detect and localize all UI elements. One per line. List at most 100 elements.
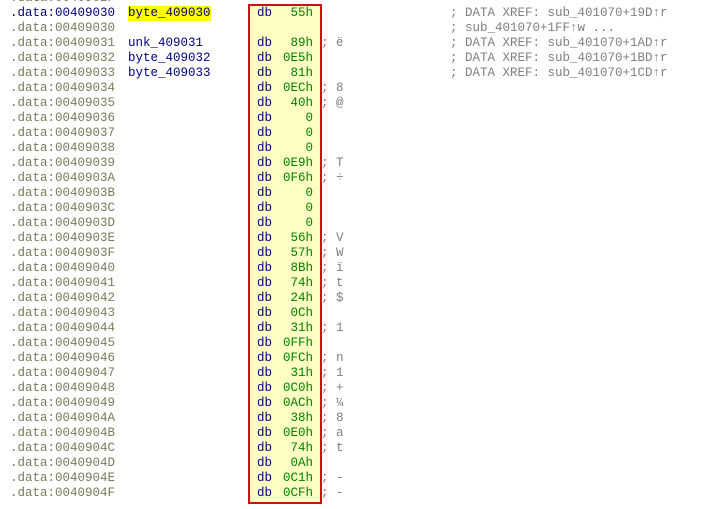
xref-comment: ; sub_401070+1FF↑w ... — [450, 21, 616, 35]
operand: 0 — [305, 201, 313, 215]
operand: 0C0h — [282, 381, 313, 395]
address: .data:00409038 — [10, 141, 116, 155]
comment: ; 1 — [321, 321, 344, 335]
address: .data:00409032 — [10, 51, 116, 65]
mnemonic: db — [257, 216, 273, 230]
label: byte_409032 — [128, 51, 211, 65]
xref-comment: ; DATA XREF: sub_401070+1CD↑r — [450, 66, 668, 80]
operand: 0E0h — [282, 426, 313, 440]
address: .data:0040903E — [10, 231, 116, 245]
address: .data:00409037 — [10, 126, 116, 140]
comment: ; T — [321, 156, 344, 170]
operand: 0F6h — [282, 171, 313, 185]
operand: 0ACh — [282, 396, 313, 410]
mnemonic: db — [257, 66, 273, 80]
mnemonic: db — [257, 396, 273, 410]
comment: ; @ — [321, 96, 344, 110]
address: .data:00409040 — [10, 261, 116, 275]
comment: ; 8 — [321, 411, 344, 425]
comment: ; ï — [321, 261, 344, 275]
operand: 0FCh — [282, 351, 313, 365]
mnemonic: db — [257, 81, 273, 95]
address: .data:00409049 — [10, 396, 116, 410]
operand: 0ECh — [282, 81, 313, 95]
operand: 0 — [305, 141, 313, 155]
mnemonic: db — [257, 336, 273, 350]
mnemonic: db — [257, 321, 273, 335]
operand: 0Ah — [290, 456, 313, 470]
comment: ; a — [321, 426, 344, 440]
comment: ; ¼ — [321, 396, 344, 410]
address: .data:0040904E — [10, 471, 116, 485]
mnemonic: db — [257, 96, 273, 110]
mnemonic: db — [257, 36, 273, 50]
operand: 0 — [305, 111, 313, 125]
comment: ; W — [321, 246, 344, 260]
address: .data:00409045 — [10, 336, 116, 350]
comment: ; ÷ — [321, 171, 344, 185]
operand: 74h — [290, 441, 313, 455]
address: .data:00409030 — [10, 21, 116, 35]
operand: 56h — [290, 231, 313, 245]
address: .data:0040902F — [10, 0, 115, 6]
mnemonic: db — [257, 111, 273, 125]
xref-comment: ; DATA XREF: sub_401070+1BD↑r — [450, 51, 668, 65]
comment: ; n — [321, 351, 344, 365]
operand: 38h — [290, 411, 313, 425]
address: .data:0040904B — [10, 426, 116, 440]
operand: 40h — [290, 96, 313, 110]
mnemonic: db — [257, 141, 273, 155]
label: byte_409033 — [128, 66, 211, 80]
comment: ; V — [321, 231, 344, 245]
mnemonic: db — [257, 411, 273, 425]
operand: 0E5h — [282, 51, 313, 65]
operand: 0CFh — [282, 486, 313, 500]
mnemonic: db — [257, 381, 273, 395]
xref-comment: ; DATA XREF: sub_401070+1AD↑r — [450, 36, 668, 50]
comment: ; t — [321, 276, 344, 290]
address: .data:00409036 — [10, 111, 116, 125]
address: .data:0040904C — [10, 441, 116, 455]
mnemonic: db — [257, 306, 273, 320]
comment: ; - — [321, 471, 344, 485]
address: .data:00409033 — [10, 66, 116, 80]
address: .data:0040903C — [10, 201, 116, 215]
address: .data:0040904D — [10, 456, 116, 470]
operand: 0 — [305, 216, 313, 230]
address: .data:00409046 — [10, 351, 116, 365]
operand: 0C1h — [282, 471, 313, 485]
comment: ; $ — [321, 291, 344, 305]
address: .data:0040903F — [10, 246, 116, 260]
comment: ; - — [321, 486, 344, 500]
operand: 0 — [305, 126, 313, 140]
operand: 24h — [290, 291, 313, 305]
address: .data:00409031 — [10, 36, 116, 50]
operand: 89h — [290, 36, 313, 50]
address: .data:0040904A — [10, 411, 116, 425]
operand: 81h — [290, 66, 313, 80]
address: .data:00409042 — [10, 291, 116, 305]
mnemonic: db — [257, 366, 273, 380]
operand: 74h — [290, 276, 313, 290]
address: .data:0040903D — [10, 216, 116, 230]
label: unk_409031 — [128, 36, 204, 50]
address: .data:00409047 — [10, 366, 116, 380]
comment: ; t — [321, 441, 344, 455]
mnemonic: db — [257, 246, 273, 260]
xref-comment: ; DATA XREF: sub_401070+19D↑r — [450, 6, 668, 20]
mnemonic: db — [257, 261, 273, 275]
comment: ; 8 — [321, 81, 344, 95]
comment: ; 1 — [321, 366, 344, 380]
mnemonic: db — [257, 231, 273, 245]
mnemonic: db — [257, 156, 273, 170]
operand: 31h — [290, 321, 313, 335]
mnemonic: db — [257, 171, 273, 185]
operand: 0FFh — [282, 336, 313, 350]
operand: 0Ch — [290, 306, 313, 320]
comment: ; + — [321, 381, 344, 395]
operand: 57h — [290, 246, 313, 260]
address: .data:00409035 — [10, 96, 116, 110]
mnemonic: db — [257, 426, 273, 440]
highlight-box — [248, 4, 322, 504]
